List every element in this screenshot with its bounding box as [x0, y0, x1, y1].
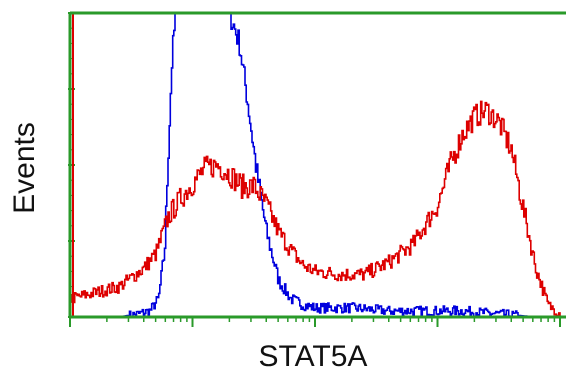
plot-frame — [68, 11, 566, 319]
x-axis-label: STAT5A — [259, 340, 368, 373]
series-line-0 — [70, 12, 560, 318]
series-layer — [70, 12, 561, 318]
y-axis-label: Events — [8, 122, 41, 214]
series-line-1 — [70, 100, 561, 318]
